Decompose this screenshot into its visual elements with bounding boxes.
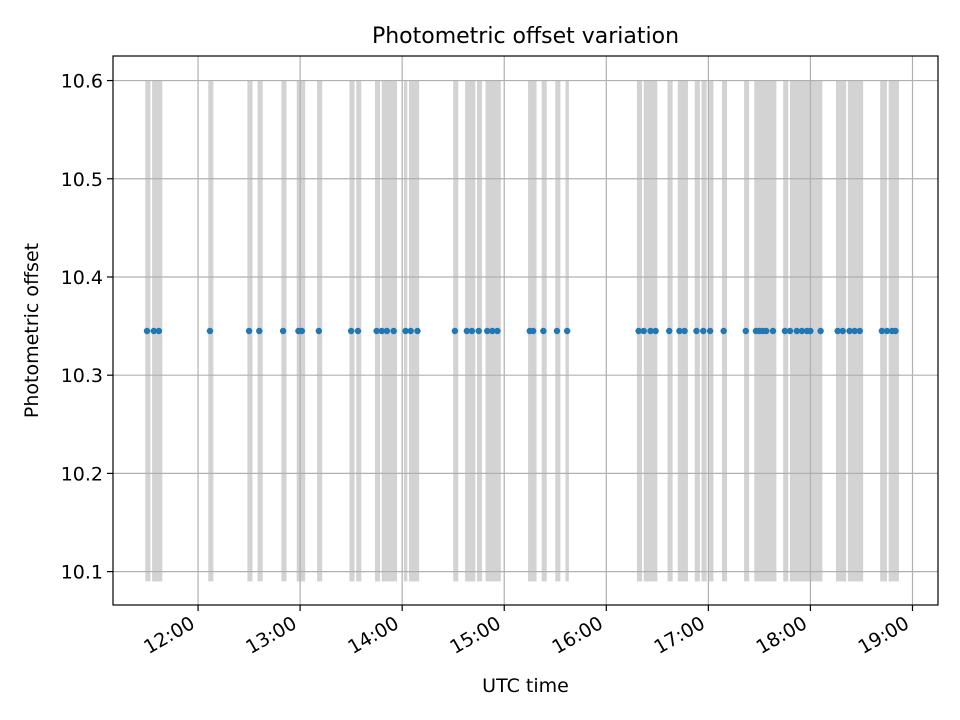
data-point [635, 327, 642, 335]
y-tick-label: 10.4 [61, 267, 103, 289]
data-point [851, 327, 858, 335]
data-point [150, 327, 158, 335]
chart-title: Photometric offset variation [372, 24, 679, 49]
x-tick-label: 19:00 [855, 612, 913, 658]
x-tick-label: 16:00 [548, 612, 606, 658]
x-tick-label: 18:00 [752, 612, 810, 658]
data-points [143, 327, 899, 335]
data-point [553, 327, 561, 335]
data-point [256, 327, 263, 335]
data-point [414, 327, 421, 335]
data-point [489, 327, 496, 335]
data-point [706, 327, 714, 335]
data-point [347, 327, 355, 335]
data-point [451, 327, 459, 335]
data-point [762, 327, 770, 335]
data-point [155, 327, 163, 335]
data-point [468, 327, 476, 335]
data-point [390, 327, 397, 335]
x-tick-label: 12:00 [140, 612, 198, 658]
y-tick-label: 10.6 [61, 71, 103, 93]
y-tick-label: 10.1 [61, 562, 103, 584]
data-point [378, 327, 385, 335]
data-point [298, 327, 306, 335]
data-point [786, 327, 794, 335]
data-point [402, 327, 409, 335]
data-point [354, 327, 362, 335]
data-point [529, 327, 537, 335]
data-point [834, 327, 841, 335]
data-point [878, 327, 886, 335]
data-point [484, 327, 491, 335]
data-point [693, 327, 700, 335]
x-tick-label: 14:00 [344, 612, 402, 658]
data-point [494, 327, 501, 335]
x-tick-label: 15:00 [446, 612, 504, 658]
y-axis-label: Photometric offset [21, 243, 43, 418]
data-point [769, 327, 777, 335]
x-tick-label: 17:00 [650, 612, 708, 658]
x-tick-label: 13:00 [242, 612, 300, 658]
data-point [652, 327, 659, 335]
data-point [700, 327, 707, 335]
data-point [817, 327, 824, 335]
data-point [681, 327, 688, 335]
data-point [315, 327, 323, 335]
data-point [676, 327, 683, 335]
shaded-interval [408, 80, 420, 582]
data-point [407, 327, 414, 335]
data-point [742, 327, 749, 335]
data-point [856, 327, 863, 335]
data-point [647, 327, 654, 335]
y-tick-label: 10.5 [61, 169, 103, 191]
data-point [279, 327, 287, 335]
y-tick-label: 10.3 [61, 365, 103, 387]
data-point [793, 327, 801, 335]
data-point [640, 327, 647, 335]
data-point [807, 327, 814, 335]
data-point [245, 327, 253, 335]
data-point [143, 327, 151, 335]
data-point [720, 327, 727, 335]
data-point [373, 327, 380, 335]
data-point [475, 327, 482, 335]
data-point [798, 327, 806, 335]
x-axis-label: UTC time [482, 675, 569, 697]
plot-area-frame [112, 55, 939, 606]
data-point [540, 327, 547, 335]
data-point [839, 327, 846, 335]
data-point [463, 327, 471, 335]
data-point [206, 327, 214, 335]
data-point [666, 327, 673, 335]
data-point [846, 327, 853, 335]
y-tick-label: 10.2 [61, 463, 103, 485]
data-point [781, 327, 789, 335]
data-point [563, 327, 571, 335]
grid-lines [113, 56, 938, 605]
data-point [383, 327, 391, 335]
data-point [892, 327, 899, 335]
data-point [883, 327, 891, 335]
